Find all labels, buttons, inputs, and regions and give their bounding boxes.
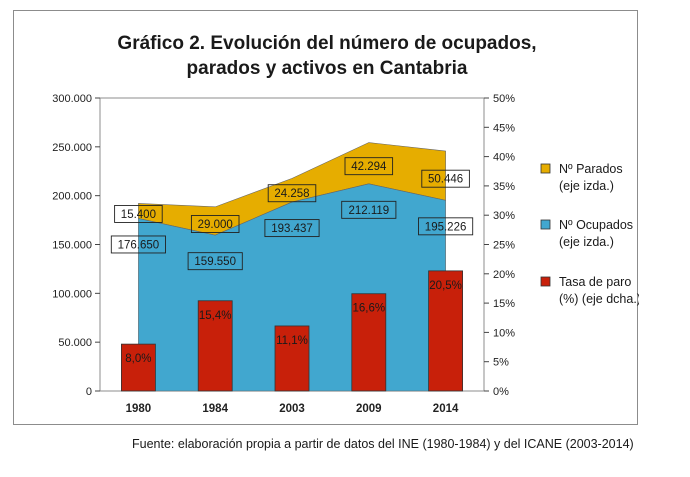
data-label-parados-box bbox=[114, 205, 163, 223]
x-tick-label: 2009 bbox=[356, 403, 382, 415]
data-label-parados: 24.258 bbox=[274, 188, 309, 200]
legend-swatch bbox=[540, 219, 551, 230]
x-tick-label: 2003 bbox=[279, 403, 305, 415]
bar-tasa-paro bbox=[428, 270, 464, 392]
legend-label: Tasa de paro bbox=[559, 275, 631, 289]
data-label-ocupados: 176.650 bbox=[118, 239, 160, 251]
data-label-ocupados-box bbox=[110, 235, 166, 254]
bar-tasa-paro bbox=[274, 325, 310, 392]
data-label-ocupados-box bbox=[341, 200, 397, 219]
data-label-ocupados: 193.437 bbox=[271, 223, 313, 235]
legend-swatch bbox=[540, 163, 551, 174]
y-right-tick-label: 10% bbox=[493, 327, 515, 339]
y-left-tick-label: 0 bbox=[86, 386, 92, 398]
legend-label: Nº Parados bbox=[559, 162, 623, 176]
chart-title-line: parados y activos en Cantabria bbox=[187, 58, 468, 79]
y-right-tick-label: 30% bbox=[493, 210, 515, 222]
y-left-tick-label: 100.000 bbox=[52, 288, 92, 300]
legend-swatch bbox=[540, 276, 551, 287]
data-label-ocupados: 195.226 bbox=[425, 221, 467, 233]
data-label-parados-box bbox=[267, 184, 317, 203]
y-right-tick-label: 45% bbox=[493, 122, 515, 134]
y-right-tick-label: 0% bbox=[493, 386, 509, 398]
bar-tasa-paro bbox=[121, 343, 156, 392]
data-label-ocupados-box bbox=[187, 252, 243, 271]
x-tick-label: 1980 bbox=[126, 403, 152, 415]
legend-label: Nº Ocupados bbox=[559, 218, 633, 232]
data-label-ocupados: 212.119 bbox=[348, 205, 389, 217]
data-label-tasa: 20,5% bbox=[429, 280, 462, 292]
data-label-parados: 15.400 bbox=[121, 209, 156, 221]
y-right-tick-label: 40% bbox=[493, 152, 515, 164]
data-label-tasa: 16,6% bbox=[352, 303, 385, 315]
data-label-parados-box bbox=[344, 157, 394, 176]
data-label-tasa: 8,0% bbox=[125, 353, 151, 365]
y-left-tick-label: 150.000 bbox=[52, 240, 92, 252]
chart-frame: Gráfico 2. Evolución del número de ocupa… bbox=[13, 10, 639, 425]
data-label-parados: 42.294 bbox=[351, 161, 387, 173]
chart-title-line: Gráfico 2. Evolución del número de ocupa… bbox=[117, 33, 536, 54]
y-right-tick-label: 35% bbox=[493, 181, 515, 193]
y-right-tick-label: 5% bbox=[493, 357, 509, 369]
y-right-tick-label: 15% bbox=[493, 298, 515, 310]
y-right-tick-label: 20% bbox=[493, 269, 515, 281]
data-label-ocupados-box bbox=[264, 219, 320, 238]
data-label-parados-box bbox=[421, 169, 470, 188]
chart: Gráfico 2. Evolución del número de ocupa… bbox=[52, 33, 639, 415]
bar-tasa-paro bbox=[197, 300, 233, 392]
legend-label-sub: (eje izda.) bbox=[559, 179, 614, 193]
y-right-tick-label: 50% bbox=[493, 93, 515, 105]
data-label-tasa: 15,4% bbox=[199, 310, 232, 322]
data-label-parados: 50.446 bbox=[428, 174, 463, 186]
bar-tasa-paro bbox=[351, 293, 387, 392]
data-label-tasa: 11,1% bbox=[276, 335, 308, 347]
data-label-ocupados: 159.550 bbox=[194, 256, 236, 268]
x-tick-label: 1984 bbox=[202, 403, 228, 415]
x-tick-label: 2014 bbox=[433, 403, 459, 415]
y-left-tick-label: 50.000 bbox=[58, 337, 92, 349]
data-label-parados-box bbox=[190, 215, 240, 233]
y-left-tick-label: 250.000 bbox=[52, 142, 92, 154]
legend-label-sub: (%) (eje dcha.) bbox=[559, 292, 639, 306]
source-note: Fuente: elaboración propia a partir de d… bbox=[132, 437, 634, 451]
y-left-tick-label: 200.000 bbox=[52, 191, 92, 203]
y-left-tick-label: 300.000 bbox=[52, 93, 92, 105]
y-right-tick-label: 25% bbox=[493, 240, 515, 252]
data-label-parados: 29.000 bbox=[198, 219, 233, 231]
legend-label-sub: (eje izda.) bbox=[559, 235, 614, 249]
data-label-ocupados-box bbox=[418, 217, 474, 236]
